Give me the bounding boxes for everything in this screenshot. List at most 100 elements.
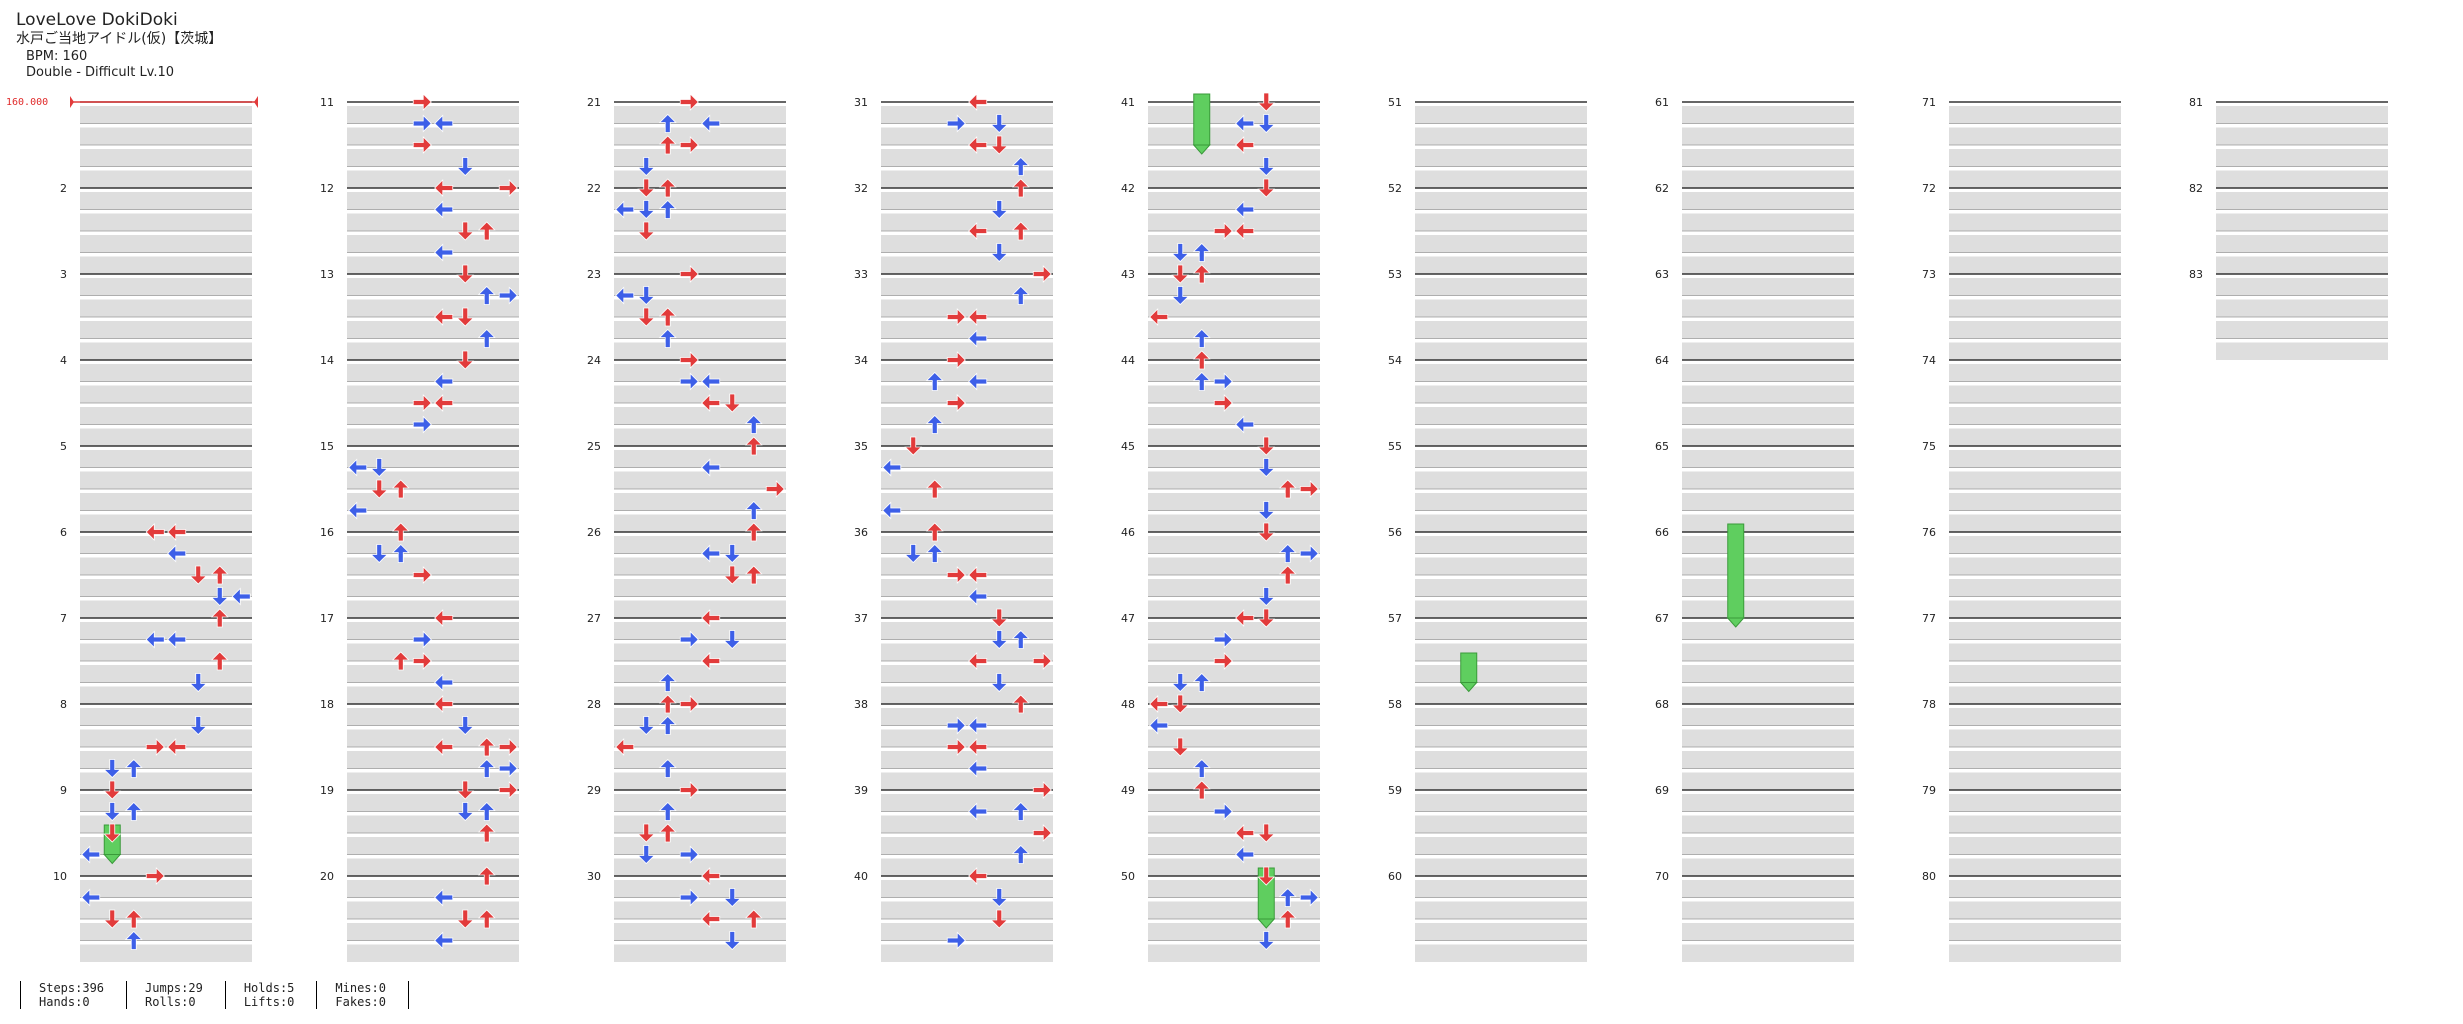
- beat-stripe: [1682, 299, 1854, 317]
- right-arrow-icon: [765, 480, 785, 498]
- hold-tail: [1726, 617, 1745, 628]
- beat-stripe: [1415, 192, 1587, 210]
- chart-stats: Steps:396 Hands:0 Jumps:29 Rolls:0 Holds…: [20, 981, 409, 1009]
- arrow-notes: [81, 92, 1319, 951]
- down-arrow-icon: [904, 544, 923, 564]
- beat-stripe: [1148, 772, 1320, 790]
- beat-stripe: [614, 643, 786, 661]
- beat-stripe: [1148, 278, 1320, 296]
- beat-stripe: [1682, 923, 1854, 941]
- measure-number: 54: [1388, 354, 1402, 367]
- beat-stripe: [347, 170, 519, 188]
- up-arrow-icon: [124, 801, 143, 821]
- up-arrow-icon: [477, 866, 496, 886]
- measure-number: 78: [1922, 698, 1936, 711]
- up-arrow-icon: [124, 930, 143, 950]
- beat-stripe: [1415, 880, 1587, 898]
- measure-number: 19: [320, 784, 334, 797]
- beat-stripe: [881, 665, 1053, 683]
- left-arrow-icon: [968, 716, 988, 735]
- up-arrow-icon: [1011, 221, 1030, 241]
- beat-stripe: [1415, 600, 1587, 618]
- down-arrow-icon: [456, 264, 475, 284]
- beat-stripe: [1949, 686, 2121, 704]
- right-arrow-icon: [679, 265, 699, 283]
- down-arrow-icon: [990, 630, 1009, 650]
- down-arrow-icon: [456, 802, 475, 822]
- measure-number: 83: [2189, 268, 2203, 281]
- beat-stripe: [347, 536, 519, 554]
- hold-tail: [1192, 144, 1211, 155]
- left-arrow-icon: [968, 738, 988, 756]
- beat-stripe: [1415, 837, 1587, 855]
- right-arrow-icon: [679, 351, 699, 369]
- left-arrow-icon: [145, 630, 165, 649]
- up-arrow-icon: [1278, 479, 1297, 499]
- beat-stripe: [1949, 127, 2121, 145]
- measure-number: 72: [1922, 182, 1936, 195]
- beat-stripe: [2216, 256, 2388, 274]
- beat-stripe: [1682, 407, 1854, 425]
- measure-number: 63: [1655, 268, 1669, 281]
- hold-body: [1460, 652, 1478, 683]
- up-arrow-icon: [925, 414, 944, 434]
- measure-number: 64: [1655, 354, 1669, 367]
- measure-number: 27: [587, 612, 601, 625]
- beat-stripe: [1148, 235, 1320, 253]
- beat-stripe: [1148, 751, 1320, 769]
- beat-stripe: [1949, 923, 2121, 941]
- down-arrow-icon: [370, 544, 389, 564]
- measure-number: 11: [320, 96, 334, 109]
- song-title: LoveLove DokiDoki: [16, 10, 178, 30]
- left-arrow-icon: [615, 738, 635, 756]
- beat-stripe: [1949, 364, 2121, 382]
- steps-count: Steps:396: [39, 981, 105, 995]
- beat-stripe: [347, 256, 519, 274]
- beat-stripe: [1682, 729, 1854, 747]
- beat-stripe: [347, 321, 519, 339]
- right-arrow-icon: [412, 93, 432, 111]
- up-arrow-icon: [1278, 543, 1297, 563]
- beat-stripe: [1415, 815, 1587, 833]
- down-arrow-icon: [1257, 458, 1276, 478]
- holds-count: Holds:5: [243, 981, 295, 995]
- beat-stripe: [614, 923, 786, 941]
- beat-stripe: [881, 622, 1053, 640]
- beat-stripe: [80, 149, 252, 167]
- beat-stripe: [1949, 278, 2121, 296]
- bpm-line-end: [254, 96, 258, 108]
- beat-stripe: [881, 450, 1053, 468]
- beat-stripe: [1682, 256, 1854, 274]
- beat-stripe: [1682, 944, 1854, 962]
- beat-stripe: [80, 880, 252, 898]
- measure-number: 38: [854, 698, 868, 711]
- beat-stripe: [1415, 901, 1587, 919]
- beat-stripe: [347, 407, 519, 425]
- measure-number: 37: [854, 612, 868, 625]
- beat-stripe: [1415, 751, 1587, 769]
- down-arrow-icon: [456, 221, 475, 241]
- beat-stripe: [80, 944, 252, 962]
- beat-stripe: [614, 557, 786, 575]
- step-chart: 2345678910111213141516171819202122232425…: [53, 92, 2388, 962]
- measure-number: 32: [854, 182, 868, 195]
- down-arrow-icon: [103, 759, 122, 779]
- beat-stripe: [80, 192, 252, 210]
- measure-number: 3: [60, 268, 67, 281]
- beat-stripe: [347, 514, 519, 532]
- beat-stripe: [881, 192, 1053, 210]
- measure-number: 70: [1655, 870, 1669, 883]
- beat-stripe: [1148, 858, 1320, 876]
- beat-stripe: [1148, 364, 1320, 382]
- bpm-change-marker: 160.000: [6, 97, 49, 108]
- beat-stripe: [347, 557, 519, 575]
- down-arrow-icon: [1257, 92, 1276, 112]
- beat-stripe: [1682, 428, 1854, 446]
- measure-number: 15: [320, 440, 334, 453]
- down-arrow-icon: [456, 157, 475, 177]
- bpm-label: BPM: 160: [26, 48, 88, 64]
- beat-stripe: [1148, 407, 1320, 425]
- measure-number: 36: [854, 526, 868, 539]
- measure-number: 39: [854, 784, 868, 797]
- beat-stripe: [614, 106, 786, 124]
